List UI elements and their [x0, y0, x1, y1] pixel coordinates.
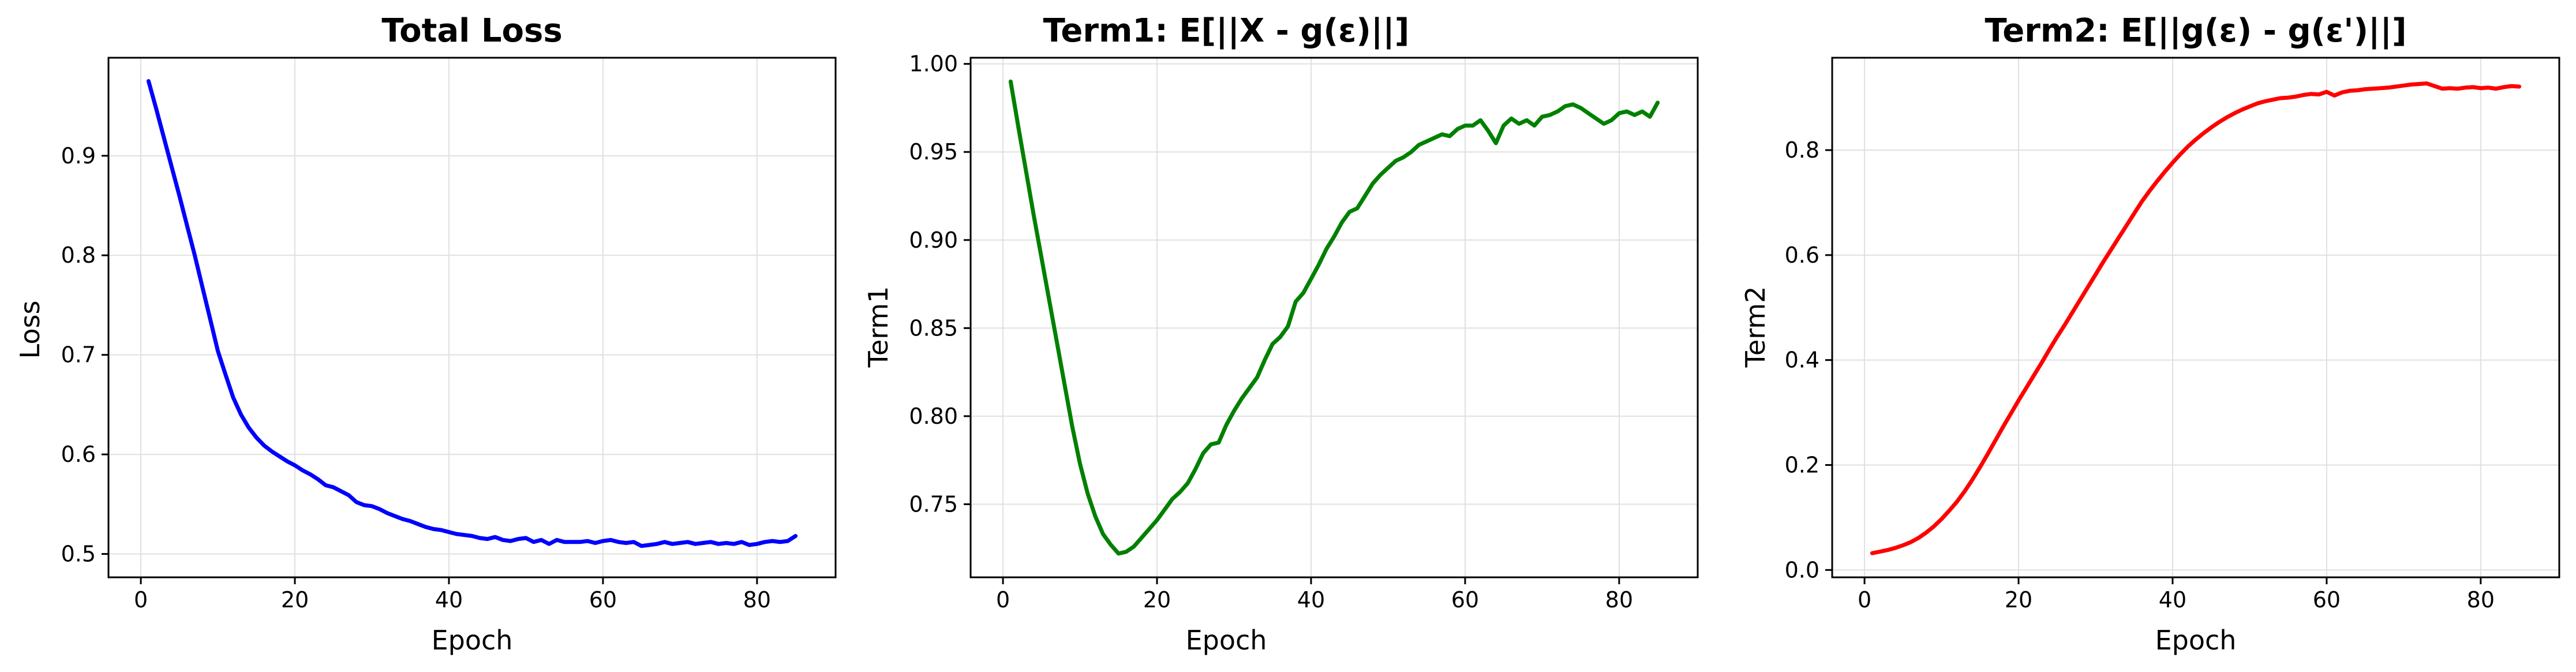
y-tick-label: 0.2 [1785, 452, 1819, 477]
x-tick-label: 80 [743, 587, 771, 613]
grid [108, 58, 836, 577]
x-tick-label: 60 [1451, 587, 1479, 613]
y-tick-label: 0.0 [1785, 557, 1819, 583]
chart-title: Total Loss [381, 12, 562, 50]
x-tick-label: 80 [2467, 587, 2495, 613]
ticks: 0 20 40 60 80 0.5 0.6 0.7 0.8 0.9 [61, 143, 771, 613]
plot-frame [1831, 57, 2560, 578]
chart-total-loss: Total Loss Epoch Loss 0 20 40 60 80 0.5 0.6 0.7… [14, 12, 837, 656]
y-axis-label: Term2 [1740, 286, 1771, 368]
y-tick-label: 0.8 [61, 242, 96, 268]
y-tick-label: 0.95 [909, 139, 958, 165]
plot-frame [969, 57, 1699, 578]
y-tick-label: 0.6 [61, 442, 96, 467]
grid [971, 58, 1698, 577]
series-line [1008, 79, 1660, 556]
series-lines [1870, 81, 2522, 555]
y-tick-label: 1.00 [909, 51, 958, 77]
series-lines [1008, 79, 1660, 556]
x-tick-label: 20 [1143, 587, 1171, 613]
y-tick-label: 0.8 [1785, 137, 1819, 163]
x-tick-label: 0 [1858, 587, 1871, 613]
y-tick-label: 0.7 [61, 342, 96, 368]
plot-frame [107, 57, 837, 578]
y-tick-label: 0.80 [909, 404, 958, 429]
y-tick-label: 0.75 [909, 491, 958, 517]
chart-term1: Term1: E[||X - g(ε)||] Epoch Term1 0 20 40… [863, 12, 1699, 656]
ticks: 0 20 40 60 80 0.0 0.2 0.4 0.6 0.8 [1785, 137, 2495, 613]
x-tick-label: 40 [435, 587, 463, 613]
y-tick-label: 0.85 [909, 315, 958, 341]
x-axis-label: Epoch [2155, 625, 2237, 656]
x-tick-label: 40 [1297, 587, 1325, 613]
chart-term2: Term2: E[||g(ε) - g(ε')||] Epoch Term2 0… [1740, 12, 2560, 656]
y-tick-label: 0.6 [1785, 242, 1819, 268]
y-axis-label: Term1 [863, 286, 894, 368]
x-tick-label: 20 [2005, 587, 2032, 613]
x-tick-label: 0 [134, 587, 148, 613]
x-tick-label: 0 [996, 587, 1010, 613]
series-line [1870, 81, 2522, 555]
y-tick-label: 0.4 [1785, 348, 1819, 373]
x-tick-label: 60 [2313, 587, 2341, 613]
series-line [146, 79, 798, 548]
y-tick-label: 0.90 [909, 227, 958, 253]
x-tick-label: 20 [281, 587, 309, 613]
x-axis-label: Epoch [432, 625, 513, 656]
y-tick-label: 0.5 [61, 541, 96, 566]
grid [1832, 58, 2559, 577]
chart-title: Term1: E[||X - g(ε)||] [1043, 12, 1410, 50]
x-axis-label: Epoch [1186, 625, 1267, 656]
x-tick-label: 80 [1605, 587, 1633, 613]
ticks: 0 20 40 60 80 0.75 0.80 0.85 0.90 0.95 1.00 [909, 51, 1633, 613]
y-tick-label: 0.9 [61, 143, 96, 169]
chart-title: Term2: E[||g(ε) - g(ε')||] [1985, 12, 2406, 50]
series-lines [146, 79, 798, 548]
x-tick-label: 40 [2159, 587, 2186, 613]
x-tick-label: 60 [589, 587, 617, 613]
y-axis-label: Loss [14, 301, 46, 359]
